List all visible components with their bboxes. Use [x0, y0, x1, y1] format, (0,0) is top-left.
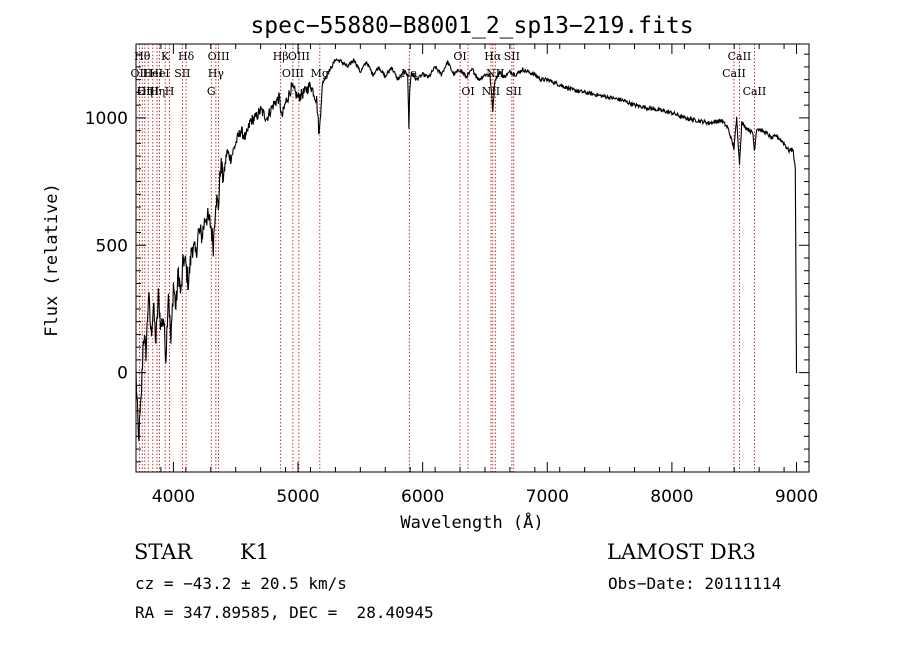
- line-marker-label: SII: [504, 50, 520, 63]
- line-marker-label: OIII: [282, 67, 304, 80]
- line-marker-label: K: [161, 50, 170, 63]
- line-marker-label: Hη: [149, 85, 165, 98]
- line-marker-label: SII: [506, 85, 522, 98]
- redshift-cz: cz = −43.2 ± 20.5 km/s: [135, 574, 347, 593]
- line-markers: [138, 44, 755, 472]
- x-tick-label: 8000: [650, 487, 693, 507]
- line-marker-label: Hδ: [178, 50, 195, 63]
- line-marker-label: HeI: [149, 67, 169, 80]
- line-marker-label: SII: [174, 67, 190, 80]
- x-tick-label: 5000: [276, 487, 319, 507]
- line-marker-label: Hα: [484, 50, 502, 63]
- line-marker-label: H: [165, 85, 175, 98]
- x-tick-label: 7000: [526, 487, 569, 507]
- line-marker-label: OI: [461, 85, 474, 98]
- coordinates: RA = 347.89585, DEC = 28.40945: [135, 603, 434, 622]
- line-marker-label: HeI: [143, 67, 163, 80]
- line-marker-label: OII: [131, 67, 149, 80]
- axis-ticks: 4000 5000 6000 7000 8000 9000 0 500 1000: [85, 44, 818, 507]
- x-axis-label: Wavelength (Å): [400, 511, 543, 533]
- spectrum-line: [135, 57, 798, 442]
- obs-date: Obs−Date: 20111114: [608, 574, 782, 593]
- survey-name: LAMOST DR3: [607, 540, 756, 564]
- line-marker-label: NII: [486, 67, 504, 80]
- line-marker-label: OIII: [288, 50, 310, 63]
- x-tick-label: 4000: [152, 487, 195, 507]
- line-marker-label: OIII: [208, 50, 230, 63]
- line-marker-label: Hβ: [273, 50, 289, 63]
- object-subclass: K1: [240, 540, 270, 564]
- line-marker-label: OIII: [137, 85, 159, 98]
- y-tick-label: 0: [117, 364, 128, 384]
- object-class: STAR: [134, 540, 193, 564]
- line-marker-label: CaII: [743, 85, 767, 98]
- y-axis-label: Flux (relative): [42, 183, 62, 337]
- y-tick-label: 500: [96, 236, 128, 256]
- line-marker-label: Hθ: [134, 50, 151, 63]
- y-tick-label: 1000: [85, 109, 128, 129]
- plot-frame: [135, 43, 810, 473]
- line-marker-label: CaII: [722, 67, 746, 80]
- line-marker-label: Hη: [137, 85, 153, 98]
- x-tick-label: 6000: [401, 487, 444, 507]
- line-marker-label: Hγ: [208, 67, 225, 80]
- line-marker-label: G: [207, 85, 216, 98]
- line-marker-label: OI: [453, 50, 466, 63]
- line-marker-label: Mg: [311, 67, 329, 80]
- line-marker-label: CaII: [728, 50, 752, 63]
- x-tick-label: 9000: [775, 487, 818, 507]
- chart-title: spec−55880−B8001_2_sp13−219.fits: [250, 13, 693, 39]
